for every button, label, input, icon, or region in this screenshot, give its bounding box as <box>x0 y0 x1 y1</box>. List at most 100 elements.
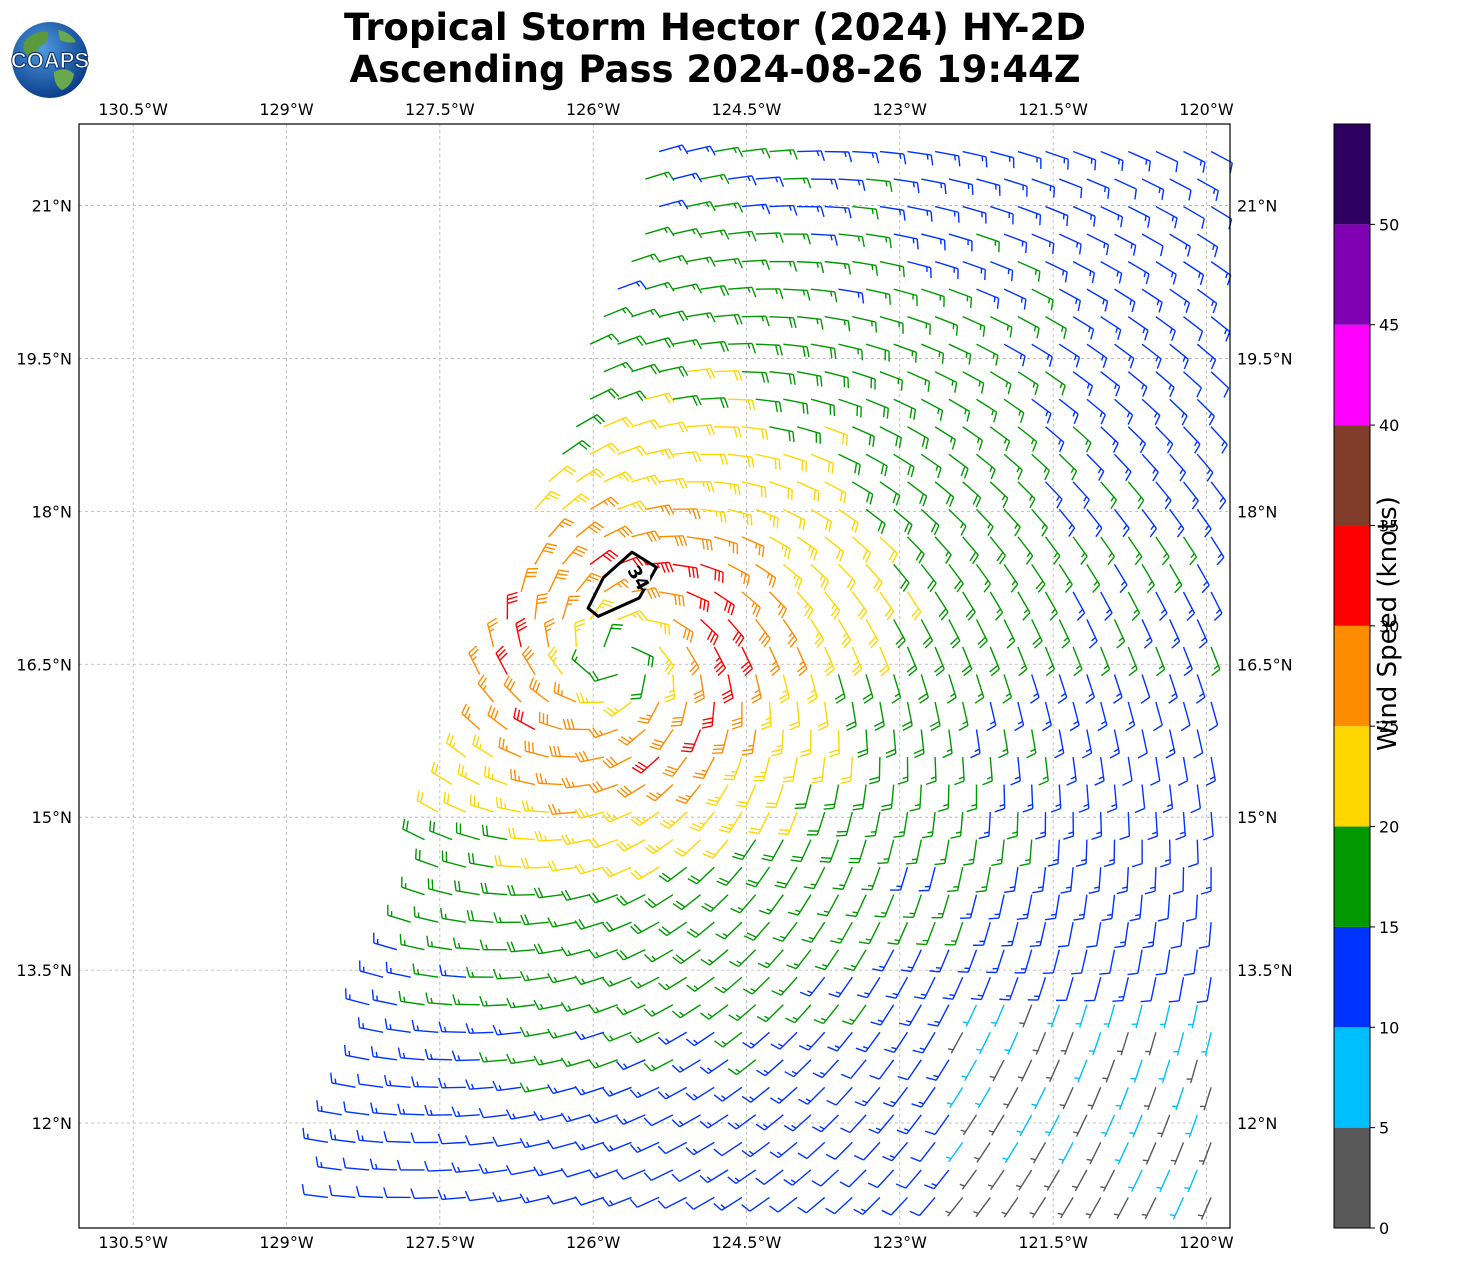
wind-barb <box>920 398 944 421</box>
wind-barb <box>1183 371 1202 398</box>
wind-barb <box>893 811 909 838</box>
wind-barb <box>1057 1197 1074 1219</box>
wind-barb <box>588 949 618 959</box>
wind-barb <box>1155 536 1170 566</box>
wind-barb <box>1140 674 1151 704</box>
wind-barb <box>852 784 867 811</box>
wind-barb <box>865 619 879 649</box>
wind-barb <box>713 1086 743 1102</box>
wind-barb <box>1155 646 1166 677</box>
wind-barb <box>934 150 961 167</box>
wind-barb <box>1073 1114 1088 1137</box>
colorbar-tick-label: 35 <box>1379 516 1399 535</box>
wind-barb <box>480 882 508 896</box>
wind-barb <box>1198 922 1212 949</box>
wind-barb <box>865 398 890 419</box>
wind-barb <box>589 599 615 620</box>
wind-barb <box>976 398 998 423</box>
wind-barb <box>1072 646 1083 677</box>
wind-barb <box>1143 1087 1157 1111</box>
wind-barb <box>1097 701 1108 732</box>
wind-barb <box>728 342 757 354</box>
contour-line <box>586 550 658 618</box>
wind-barb <box>451 1050 480 1062</box>
wind-barb <box>1050 784 1062 813</box>
wind-barb <box>769 371 796 385</box>
wind-barb <box>686 200 716 212</box>
wind-barb <box>1084 977 1102 1002</box>
wind-barb <box>741 203 771 215</box>
wind-barb <box>560 1057 591 1068</box>
wind-barb <box>1114 178 1138 200</box>
wind-barb <box>1142 1142 1157 1165</box>
wind-barb <box>906 646 918 677</box>
wind-barb <box>440 907 467 923</box>
wind-barb <box>1100 646 1111 677</box>
wind-barb <box>909 784 922 812</box>
wind-barb <box>1196 977 1212 1003</box>
wind-barb <box>481 824 508 841</box>
wind-barb <box>769 591 788 619</box>
wind-barb <box>686 646 700 676</box>
wind-barb <box>756 1059 784 1077</box>
wind-barb <box>617 728 646 746</box>
wind-barb <box>413 906 439 923</box>
wind-barb <box>1035 812 1047 840</box>
wind-barb <box>1027 977 1047 1001</box>
wind-barb <box>1150 756 1161 786</box>
wind-barb <box>1169 178 1192 201</box>
wind-barb <box>686 976 715 992</box>
wind-barb <box>1130 1059 1143 1083</box>
wind-barb <box>832 866 853 890</box>
wind-barb <box>887 921 909 945</box>
wind-barb <box>852 150 880 164</box>
wind-barb <box>700 340 730 352</box>
wind-barb <box>574 750 605 763</box>
wind-barb <box>838 343 864 361</box>
wind-barb <box>867 1169 895 1189</box>
wind-barb <box>865 288 891 305</box>
wind-barb <box>1057 922 1074 948</box>
wind-barb <box>443 792 467 813</box>
wind-barb <box>1086 508 1103 538</box>
wind-barb <box>645 784 674 802</box>
wind-barb <box>429 820 453 841</box>
wind-barb <box>1072 205 1096 227</box>
wind-barb <box>672 339 702 350</box>
lat-tick-label-right: 13.5°N <box>1237 961 1293 980</box>
wind-barb <box>975 619 988 649</box>
wind-barb <box>588 781 618 794</box>
wind-barb <box>1041 701 1053 732</box>
wind-barb <box>921 812 936 839</box>
wind-barb <box>574 975 605 986</box>
wind-barb <box>777 811 798 836</box>
wind-barb <box>870 1004 895 1026</box>
wind-barb <box>465 1079 494 1090</box>
wind-barb <box>506 997 535 1009</box>
wind-barb <box>840 1114 867 1134</box>
wind-barb <box>838 398 862 418</box>
wind-barb <box>588 892 618 904</box>
wind-barb <box>755 1114 784 1131</box>
wind-barb <box>1072 371 1094 397</box>
wind-barb <box>783 343 810 358</box>
wind-barb <box>879 591 895 621</box>
wind-barb <box>495 796 522 813</box>
wind-barb <box>589 442 620 455</box>
wind-barb <box>492 1080 522 1092</box>
colorbar-frame <box>1333 123 1371 1229</box>
wind-barb <box>865 233 892 249</box>
wind-barb <box>718 811 743 834</box>
wind-barb <box>796 591 814 620</box>
wind-barb <box>686 591 710 613</box>
wind-barb <box>740 646 754 677</box>
wind-barb <box>1031 398 1052 424</box>
wind-barb <box>344 988 370 1006</box>
wind-barb <box>810 619 825 649</box>
wind-barb <box>686 424 716 436</box>
wind-barb <box>945 1196 964 1217</box>
wind-barb <box>672 227 703 239</box>
wind-barb <box>1074 1059 1088 1083</box>
wind-barb <box>1045 260 1068 283</box>
wind-barb <box>727 618 745 647</box>
